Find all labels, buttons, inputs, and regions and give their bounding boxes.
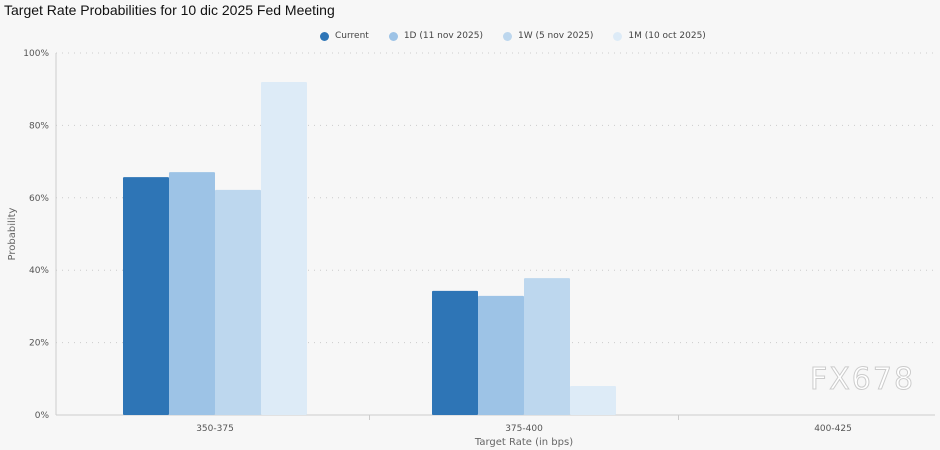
legend-dot-icon (388, 31, 398, 41)
legend-label: 1D (11 nov 2025) (403, 31, 483, 41)
bar-1m-350-375 (261, 81, 307, 416)
legend-label: 1W (5 nov 2025) (517, 31, 594, 41)
y-tick-label: 20% (29, 339, 49, 349)
legend-item[interactable]: 1D (11 nov 2025) (388, 31, 483, 41)
legend-dot-icon (613, 31, 623, 41)
bar-1w-350-375 (215, 189, 261, 415)
legend-dot-icon (320, 31, 329, 41)
bar-current-350-375 (123, 177, 169, 415)
x-tick-label: 350-375 (196, 424, 234, 434)
y-tick-label: 100% (23, 49, 49, 59)
y-tick-label: 80% (29, 121, 49, 131)
x-tick-label: 375-400 (505, 424, 543, 434)
legend: Current 1D (11 nov 2025) 1W (5 nov 2025) 1M… (320, 31, 706, 41)
y-axis-title: Probability (7, 207, 18, 260)
legend-item[interactable]: Current (320, 31, 369, 41)
chart-title: Target Rate Probabilities for 10 dic 202… (4, 2, 335, 18)
bar-1d-375-400 (478, 295, 524, 415)
x-axis-title: Target Rate (in bps) (474, 437, 573, 448)
fx678-watermark-logo: FX678 (809, 362, 916, 398)
legend-label: 1M (10 oct 2025) (628, 31, 706, 41)
legend-label: Current (335, 31, 369, 41)
bar-1m-375-400 (570, 386, 616, 415)
x-tick-label: 400-425 (814, 424, 852, 434)
bar-1w-375-400 (524, 278, 570, 415)
legend-item[interactable]: 1M (10 oct 2025) (613, 31, 706, 41)
legend-dot-icon (502, 31, 512, 41)
bar-1d-350-375 (169, 172, 215, 415)
bar-current-375-400 (432, 290, 478, 415)
legend-item[interactable]: 1W (5 nov 2025) (502, 31, 594, 41)
y-tick-label: 40% (29, 266, 49, 276)
y-tick-label: 0% (35, 411, 50, 421)
y-tick-label: 60% (29, 194, 49, 204)
